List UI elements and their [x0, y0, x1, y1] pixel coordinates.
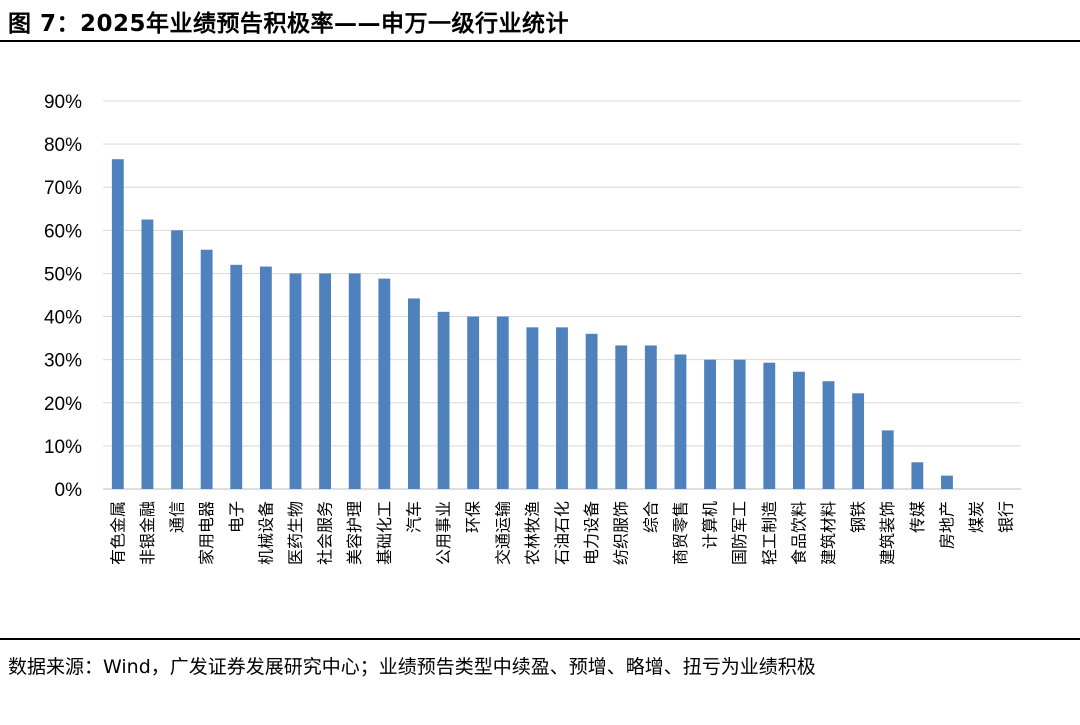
bar — [733, 359, 746, 489]
x-category-label: 美容护理 — [345, 501, 364, 565]
bar — [230, 264, 243, 489]
bar — [437, 311, 450, 489]
bar — [141, 219, 154, 490]
bar — [674, 354, 687, 489]
y-axis-ticks: 0% 10% 20% 30% 40% 50% 60% 70% 80% 90% — [44, 92, 82, 501]
x-category-label: 食品饮料 — [789, 501, 808, 565]
x-category-label: 农林牧渔 — [523, 501, 542, 565]
x-category-label: 公用事业 — [434, 501, 453, 565]
x-category-label: 建筑材料 — [819, 501, 838, 565]
x-category-label: 石油石化 — [553, 501, 572, 565]
x-category-label: 非银金融 — [138, 501, 157, 565]
bar — [259, 266, 272, 489]
bar — [556, 327, 568, 489]
y-tick-label: 0% — [55, 480, 83, 501]
bar — [111, 159, 124, 489]
y-tick-label: 90% — [44, 92, 82, 113]
x-category-label: 电子 — [227, 501, 246, 533]
x-category-label: 轻工制造 — [760, 501, 779, 565]
x-category-label: 钢铁 — [849, 501, 868, 533]
bar — [171, 230, 183, 490]
x-category-label: 家用电器 — [197, 501, 216, 565]
x-category-label: 通信 — [168, 501, 187, 533]
x-category-label: 国防军工 — [730, 501, 749, 565]
bar — [467, 316, 480, 489]
x-category-label: 有色金属 — [108, 501, 127, 565]
bar — [200, 249, 213, 489]
bar — [496, 316, 509, 489]
x-category-label: 医药生物 — [286, 501, 305, 565]
x-category-label: 纺织服饰 — [612, 501, 631, 565]
bar — [911, 462, 924, 489]
gridlines — [103, 100, 1021, 490]
y-tick-label: 60% — [44, 221, 82, 242]
x-category-label: 基础化工 — [375, 501, 394, 565]
y-tick-label: 20% — [44, 394, 82, 415]
bar — [852, 393, 865, 489]
y-tick-label: 80% — [44, 135, 82, 156]
x-category-label: 机械设备 — [256, 501, 275, 565]
bar — [378, 278, 391, 489]
bar — [408, 298, 420, 489]
bar — [763, 362, 776, 489]
bar — [348, 273, 361, 489]
x-category-label: 汽车 — [404, 501, 423, 533]
figure-title: 图 7：2025年业绩预告积极率——申万一级行业统计 — [8, 11, 570, 37]
bar-chart: 0% 10% 20% 30% 40% 50% 60% 70% 80% 90% 有色金属 非银金融 通信… — [44, 92, 1021, 565]
x-category-label: 建筑装饰 — [878, 501, 897, 565]
y-tick-label: 40% — [44, 308, 82, 329]
bar — [615, 345, 628, 489]
bars — [111, 159, 953, 490]
x-category-label: 传媒 — [908, 501, 927, 533]
bar — [644, 345, 657, 489]
bar — [289, 273, 302, 489]
y-tick-label: 50% — [44, 264, 82, 285]
x-axis-categories: 有色金属 非银金融 通信 家用电器 电子 机械设备 医药生物 社会服务 美容护理 基础化工 汽车 公用… — [108, 501, 1015, 565]
x-category-label: 房地产 — [937, 501, 956, 549]
x-category-label: 环保 — [464, 501, 483, 533]
x-category-label: 银行 — [997, 501, 1016, 533]
bar — [822, 381, 835, 489]
bar — [941, 475, 953, 489]
y-tick-label: 30% — [44, 351, 82, 372]
bar — [792, 371, 805, 489]
x-category-label: 社会服务 — [316, 501, 335, 565]
x-category-label: 商贸零售 — [671, 501, 690, 565]
x-category-label: 电力设备 — [582, 501, 601, 565]
x-category-label: 交通运输 — [493, 501, 512, 565]
x-category-label: 综合 — [641, 501, 660, 533]
y-tick-label: 10% — [44, 437, 82, 458]
source-divider — [0, 638, 1080, 640]
source-note: 数据来源：Wind，广发证券发展研究中心；业绩预告类型中续盈、预增、略增、扭亏为… — [8, 656, 816, 678]
x-category-label: 计算机 — [701, 501, 720, 549]
x-category-label: 煤炭 — [967, 501, 986, 533]
bar — [881, 430, 894, 489]
bar — [704, 359, 716, 489]
bar — [585, 333, 598, 489]
bar — [526, 327, 539, 489]
bar — [319, 273, 332, 489]
y-tick-label: 70% — [44, 178, 82, 199]
title-divider — [0, 40, 1080, 42]
